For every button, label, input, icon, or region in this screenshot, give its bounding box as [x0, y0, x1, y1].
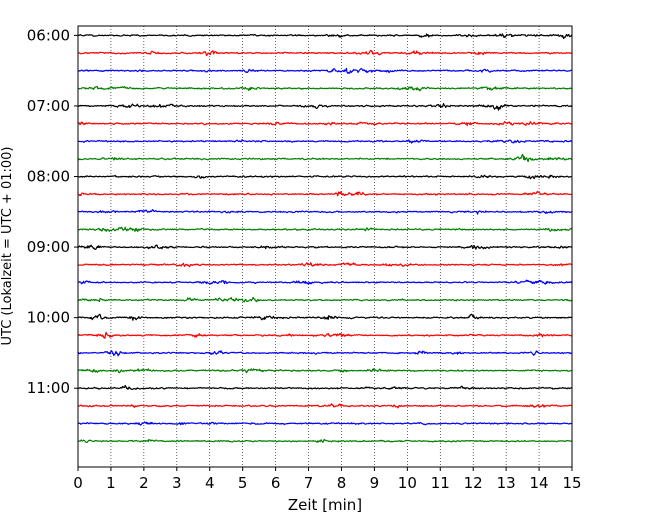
trace-1130	[77, 421, 573, 426]
x-tick-label-12: 12	[464, 474, 483, 492]
trace-0700	[77, 102, 573, 111]
seismogram-traces	[77, 33, 573, 444]
x-tick-label-8: 8	[337, 474, 347, 492]
x-tick-label-13: 13	[497, 474, 516, 492]
trace-1015	[77, 331, 573, 339]
y-tick-label-0600: 06:00	[27, 26, 70, 44]
y-tick-label-0900: 09:00	[27, 238, 70, 256]
plot-frame	[77, 25, 573, 468]
x-tick-label-0: 0	[73, 474, 83, 492]
y-tick-label-0700: 07:00	[27, 97, 70, 115]
trace-0830	[77, 209, 573, 215]
trace-1145	[77, 438, 573, 444]
trace-0745	[77, 153, 573, 163]
trace-1030	[77, 350, 573, 357]
x-tick-label-7: 7	[304, 474, 314, 492]
x-tick-label-10: 10	[398, 474, 417, 492]
trace-0715	[77, 121, 573, 127]
trace-0600	[77, 33, 573, 40]
x-tick-label-15: 15	[562, 474, 581, 492]
y-tick-label-1100: 11:00	[27, 379, 70, 397]
trace-0845	[77, 226, 573, 232]
x-tick-label-11: 11	[431, 474, 450, 492]
x-tick-label-5: 5	[238, 474, 248, 492]
y-tick-label-1000: 10:00	[27, 309, 70, 327]
trace-1100	[77, 384, 573, 390]
y-tick-label-0800: 08:00	[27, 168, 70, 186]
x-tick-label-6: 6	[271, 474, 281, 492]
trace-1045	[77, 368, 573, 374]
trace-1115	[77, 403, 573, 409]
x-tick-label-14: 14	[530, 474, 549, 492]
trace-0800	[77, 174, 573, 180]
trace-1000	[77, 313, 573, 321]
trace-0900	[77, 244, 573, 250]
y-axis-label: UTC (Lokalzeit = UTC + 01:00)	[0, 147, 15, 346]
x-tick-label-2: 2	[139, 474, 149, 492]
x-tick-label-4: 4	[205, 474, 215, 492]
trace-0915	[77, 262, 573, 268]
x-axis-label: Zeit [min]	[288, 496, 362, 514]
trace-0930	[77, 279, 573, 285]
trace-0815	[77, 190, 573, 197]
y-ticks: 06:00 07:00 08:00 09:00 10:00 11:00	[27, 26, 78, 397]
x-tick-label-9: 9	[370, 474, 380, 492]
trace-0645	[77, 85, 573, 92]
trace-0615	[77, 49, 573, 56]
trace-0730	[77, 139, 573, 144]
trace-0945	[77, 296, 573, 303]
x-tick-label-1: 1	[106, 474, 116, 492]
x-tick-label-3: 3	[172, 474, 182, 492]
x-ticks: 0 1 2 3 4 5 6 7 8 9 10 11 12 13 14 15	[73, 467, 582, 492]
trace-0630	[77, 67, 573, 74]
